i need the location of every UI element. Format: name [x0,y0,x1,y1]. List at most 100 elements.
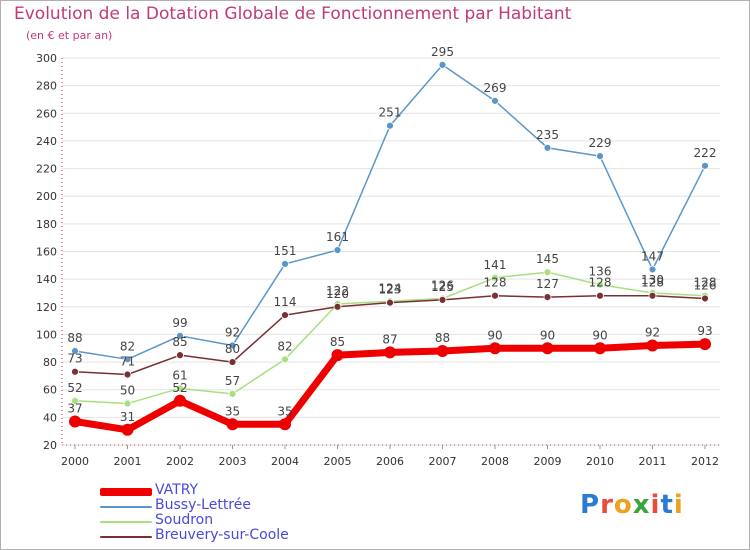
data-point-soudron-2001 [123,399,132,408]
data-point-bussy-lettr-e-2008 [491,96,499,105]
y-tick-label-20: 20 [43,439,57,452]
y-tick-label-120: 120 [36,301,57,314]
data-point-bussy-lettr-e-2000 [71,347,79,355]
data-point-bussy-lettr-e-2012 [701,161,709,170]
data-label-soudron-2010: 136 [589,265,612,279]
data-label-bussy-lettr-e-2010: 229 [589,136,612,150]
y-tick-label-100: 100 [36,328,57,341]
y-tick-label-260: 260 [36,107,57,120]
data-label-soudron-2012: 128 [694,276,717,290]
data-label-bussy-lettr-e-2003: 92 [225,325,240,339]
x-tick-label-2012: 2012 [691,455,719,468]
data-label-bussy-lettr-e-2000: 88 [67,331,82,345]
data-point-breuvery-sur-coole-2010 [596,291,604,300]
data-label-soudron-2005: 122 [326,284,349,298]
data-label-bussy-lettr-e-2006: 251 [379,106,402,120]
data-label-vatry-2000: 37 [67,402,82,416]
data-label-bussy-lettr-e-2002: 99 [172,316,187,330]
x-tick-label-2003: 2003 [219,455,247,468]
y-tick-label-300: 300 [36,52,57,65]
data-point-vatry-2010 [594,342,606,355]
x-tick-label-2005: 2005 [324,455,352,468]
logo-letter: x [632,490,651,520]
data-point-vatry-2011 [646,339,659,352]
data-label-bussy-lettr-e-2001: 82 [120,339,135,353]
data-point-breuvery-sur-coole-2000 [71,367,79,376]
data-label-vatry-2011: 92 [645,325,660,339]
data-point-vatry-2003 [226,418,239,431]
data-label-breuvery-sur-coole-2011: 128 [641,276,664,290]
data-label-breuvery-sur-coole-2010: 128 [589,276,612,290]
y-tick-label-240: 240 [36,135,57,148]
data-label-bussy-lettr-e-2005: 161 [326,230,349,244]
data-point-soudron-2000 [71,396,79,405]
data-label-soudron-2006: 124 [379,281,402,295]
data-label-soudron-2007: 126 [431,278,454,292]
data-label-breuvery-sur-coole-2002: 85 [172,335,187,349]
logo-letter: i [650,490,661,520]
data-label-breuvery-sur-coole-2006: 123 [379,283,402,297]
data-point-vatry-2002 [174,394,186,407]
legend-swatch-breuvery-sur-coole [100,536,152,538]
data-label-breuvery-sur-coole-2007: 125 [431,280,454,294]
data-label-vatry-2009: 90 [540,328,555,342]
x-tick-label-2011: 2011 [639,455,667,468]
data-point-soudron-2008 [491,273,499,282]
data-label-soudron-2004: 82 [277,339,292,353]
data-label-vatry-2003: 35 [225,404,240,418]
chart-subtitle: (en € et par an) [26,29,113,42]
legend-label-vatry: VATRY [155,482,199,498]
data-point-vatry-2001 [121,423,134,436]
data-point-bussy-lettr-e-2006 [386,121,394,130]
data-point-bussy-lettr-e-2004 [281,260,289,268]
data-point-bussy-lettr-e-2003 [228,341,237,350]
x-tick-label-2008: 2008 [481,455,509,468]
data-label-soudron-2003: 57 [225,374,240,388]
data-point-soudron-2009 [543,268,552,277]
data-point-soudron-2002 [176,384,184,393]
proxiti-logo: Proxiti [580,490,684,520]
data-label-bussy-lettr-e-2009: 235 [536,128,559,142]
data-point-soudron-2003 [228,389,237,398]
data-label-vatry-2007: 88 [435,331,450,345]
data-point-bussy-lettr-e-2005 [333,246,342,255]
data-point-breuvery-sur-coole-2004 [281,311,289,319]
x-tick-label-2004: 2004 [271,455,299,468]
data-label-breuvery-sur-coole-2008: 128 [484,276,507,290]
data-label-vatry-2012: 93 [697,324,712,338]
data-point-breuvery-sur-coole-2001 [123,370,132,379]
data-label-breuvery-sur-coole-2005: 120 [326,287,349,301]
data-point-bussy-lettr-e-2001 [123,355,132,364]
data-label-bussy-lettr-e-2004: 151 [274,244,297,258]
data-label-breuvery-sur-coole-2001: 71 [120,355,135,369]
data-label-bussy-lettr-e-2012: 222 [694,146,717,160]
data-point-vatry-2006 [384,346,396,359]
x-tick-label-2006: 2006 [376,455,404,468]
data-label-bussy-lettr-e-2008: 269 [484,81,507,95]
data-label-vatry-2010: 90 [592,328,607,342]
data-point-breuvery-sur-coole-2009 [543,293,552,302]
data-point-vatry-2005 [331,349,344,362]
data-point-soudron-2004 [281,355,289,364]
data-label-soudron-2000: 52 [67,381,82,395]
data-label-soudron-2011: 130 [641,273,664,287]
data-point-breuvery-sur-coole-2005 [333,302,342,311]
data-label-soudron-2009: 145 [536,252,559,266]
data-label-vatry-2006: 87 [382,332,397,346]
legend-swatch-bussy-lettree [100,506,152,508]
x-tick-label-2010: 2010 [586,455,614,468]
x-tick-label-2000: 2000 [61,455,89,468]
logo-letter: r [600,490,614,520]
data-point-soudron-2010 [596,280,604,289]
y-tick-label-220: 220 [36,163,57,176]
legend-label-breuvery-sur-coole: Breuvery-sur-Coole [155,527,289,543]
y-tick-label-80: 80 [43,356,57,369]
logo-letter: i [673,490,684,520]
data-label-vatry-2002: 52 [172,381,187,395]
y-tick-label-200: 200 [36,190,57,203]
data-label-breuvery-sur-coole-2000: 73 [67,352,82,366]
x-tick-label-2007: 2007 [429,455,457,468]
y-tick-label-60: 60 [43,384,57,397]
y-tick-label-140: 140 [36,273,57,286]
data-label-vatry-2001: 31 [120,410,135,424]
